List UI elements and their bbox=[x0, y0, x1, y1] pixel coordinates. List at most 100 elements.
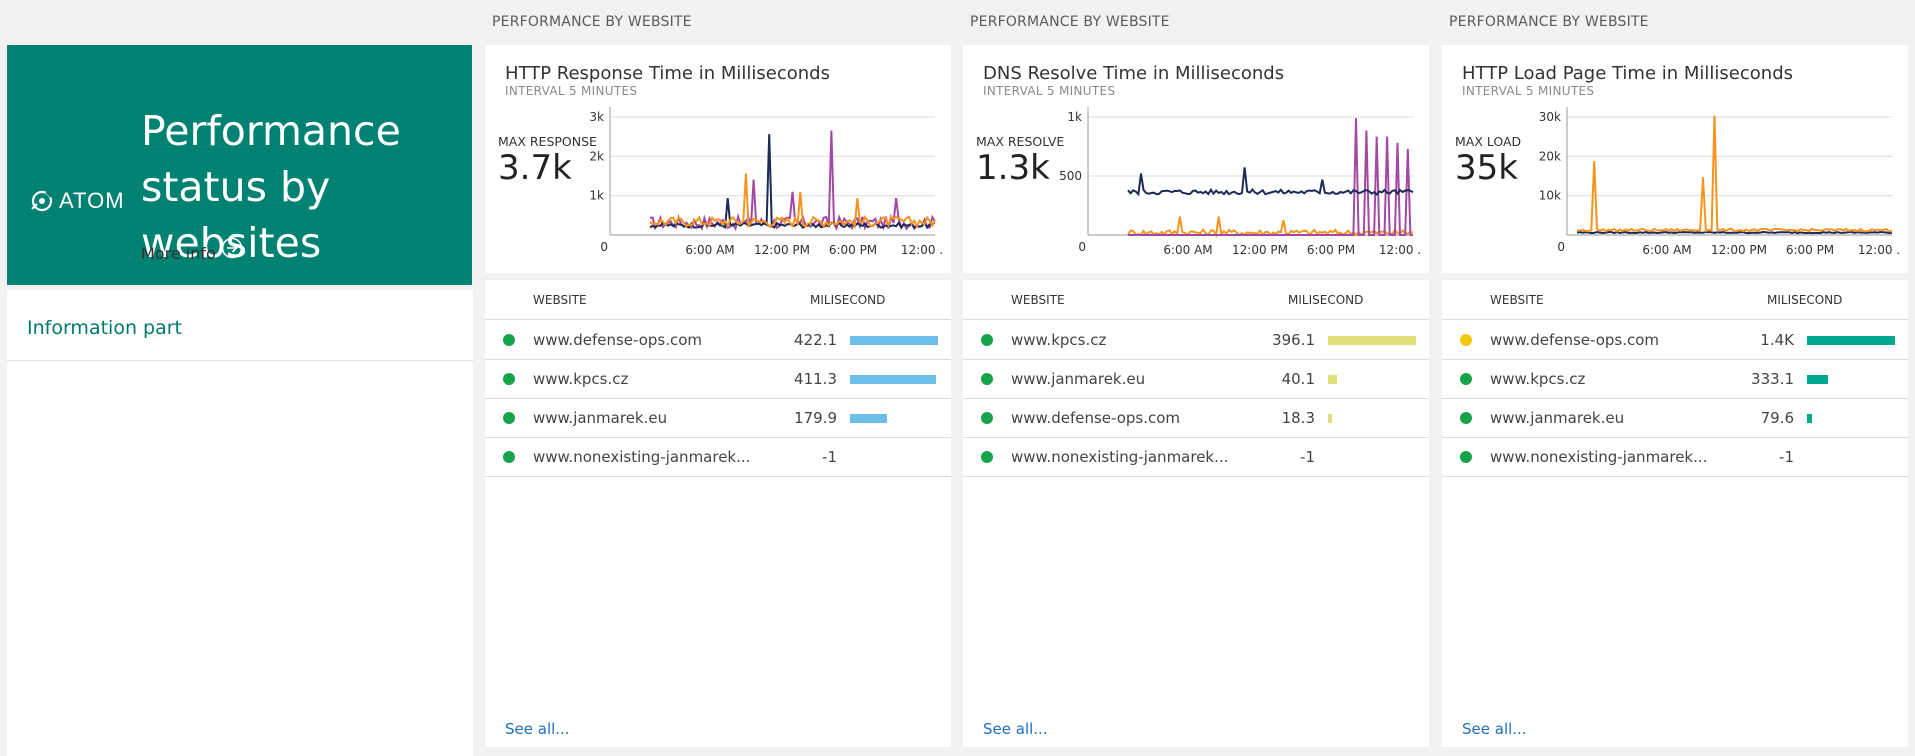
value-bar bbox=[1328, 336, 1416, 345]
series-line bbox=[649, 173, 936, 229]
list-item[interactable]: www.janmarek.eu 179.9 bbox=[485, 399, 951, 438]
chart-tile[interactable]: DNS Resolve Time in Milliseconds INTERVA… bbox=[963, 45, 1429, 273]
atom-logo: ATOM bbox=[29, 188, 125, 214]
series-line bbox=[1576, 115, 1893, 233]
website-name: www.janmarek.eu bbox=[1011, 370, 1146, 388]
list-item[interactable]: www.kpcs.cz 396.1 bbox=[963, 321, 1429, 360]
value-bar bbox=[1807, 375, 1828, 384]
website-list-tile: WEBSITE MILISECOND www.kpcs.cz 396.1 www.j… bbox=[963, 280, 1429, 747]
x-tick-label: 12:00 PM bbox=[1232, 243, 1288, 257]
see-all-link[interactable]: See all... bbox=[1462, 720, 1527, 738]
y-tick-label: 2k bbox=[589, 149, 604, 163]
website-name: www.janmarek.eu bbox=[1490, 409, 1625, 427]
website-name: www.defense-ops.com bbox=[533, 331, 703, 349]
chart-tile[interactable]: HTTP Load Page Time in Milliseconds INTE… bbox=[1442, 45, 1908, 273]
column-milisecond: MILISECOND bbox=[1288, 293, 1364, 307]
list-item[interactable]: www.kpcs.cz 411.3 bbox=[485, 360, 951, 399]
website-name: www.kpcs.cz bbox=[533, 370, 629, 388]
column-milisecond: MILISECOND bbox=[810, 293, 886, 307]
milisecond-value: 411.3 bbox=[794, 370, 837, 388]
list-header: WEBSITE MILISECOND bbox=[1442, 280, 1908, 320]
list-item[interactable]: www.nonexisting-janmarek... -1 bbox=[1442, 438, 1908, 477]
list-item[interactable]: www.janmarek.eu 40.1 bbox=[963, 360, 1429, 399]
chart-tile[interactable]: HTTP Response Time in Milliseconds INTER… bbox=[485, 45, 951, 273]
series-line bbox=[1576, 230, 1893, 235]
list-item[interactable]: www.defense-ops.com 1.4K bbox=[1442, 321, 1908, 360]
series-line bbox=[1127, 167, 1414, 197]
value-bar bbox=[850, 336, 938, 345]
series-line bbox=[1127, 216, 1414, 238]
value-bar bbox=[1807, 336, 1895, 345]
y-tick-label: 1k bbox=[1067, 110, 1082, 124]
y-tick-label: 500 bbox=[1059, 169, 1082, 183]
see-all-link[interactable]: See all... bbox=[505, 720, 570, 738]
section-label: PERFORMANCE BY WEBSITE bbox=[492, 14, 692, 30]
list-item[interactable]: www.defense-ops.com 18.3 bbox=[963, 399, 1429, 438]
more-info-link[interactable]: More info bbox=[141, 237, 243, 263]
metric-label: MAX LOAD bbox=[1455, 134, 1522, 149]
information-title[interactable]: Information part bbox=[27, 317, 182, 339]
series-line bbox=[1128, 118, 1413, 236]
chart-subtitle: INTERVAL 5 MINUTES bbox=[505, 84, 638, 98]
status-dot bbox=[1460, 451, 1472, 463]
website-list-tile: WEBSITE MILISECOND www.defense-ops.com 42… bbox=[485, 280, 951, 747]
status-dot bbox=[981, 451, 993, 463]
milisecond-value: 18.3 bbox=[1281, 409, 1315, 427]
y-tick-label: 30k bbox=[1539, 110, 1561, 124]
metric-value: 3.7k bbox=[498, 148, 572, 188]
metric-value: 1.3k bbox=[976, 148, 1050, 188]
website-name: www.nonexisting-janmarek... bbox=[1490, 448, 1708, 466]
status-dot bbox=[981, 412, 993, 424]
milisecond-value: 1.4K bbox=[1760, 331, 1794, 349]
status-dot bbox=[503, 334, 515, 346]
website-name: www.nonexisting-janmarek... bbox=[533, 448, 751, 466]
y-tick-label: 1k bbox=[589, 189, 604, 203]
x-tick-label: 12:00 . bbox=[901, 243, 943, 257]
list-item[interactable]: www.nonexisting-janmarek... -1 bbox=[485, 438, 951, 477]
hero-title: Performance status by websites bbox=[141, 107, 401, 267]
logo-text: ATOM bbox=[59, 188, 125, 213]
see-all-link[interactable]: See all... bbox=[983, 720, 1048, 738]
list-item[interactable]: www.nonexisting-janmarek... -1 bbox=[963, 438, 1429, 477]
list-item[interactable]: www.janmarek.eu 79.6 bbox=[1442, 399, 1908, 438]
line-chart: 0 1k 2k 3k 6:00 AM 12:00 PM 6:00 PM 12:00 . bbox=[589, 107, 943, 257]
column-milisecond: MILISECOND bbox=[1767, 293, 1843, 307]
metric-label: MAX RESPONSE bbox=[498, 134, 597, 149]
website-name: www.defense-ops.com bbox=[1011, 409, 1181, 427]
website-name: www.janmarek.eu bbox=[533, 409, 668, 427]
value-bar bbox=[1328, 414, 1333, 423]
milisecond-value: 333.1 bbox=[1751, 370, 1794, 388]
website-name: www.kpcs.cz bbox=[1490, 370, 1586, 388]
x-tick-label: 12:00 . bbox=[1379, 243, 1421, 257]
value-bar bbox=[850, 414, 888, 423]
x-tick-label: 6:00 AM bbox=[1163, 243, 1212, 257]
status-dot bbox=[981, 334, 993, 346]
x-tick-label: 6:00 PM bbox=[1307, 243, 1355, 257]
hero-tile[interactable]: ATOM Performance status by websites bbox=[7, 45, 472, 285]
x-tick-label: 12:00 PM bbox=[754, 243, 810, 257]
y-tick-label: 0 bbox=[1557, 240, 1565, 254]
chart-subtitle: INTERVAL 5 MINUTES bbox=[1462, 84, 1595, 98]
website-name: www.defense-ops.com bbox=[1490, 331, 1660, 349]
column-website: WEBSITE bbox=[533, 293, 587, 307]
section-label: PERFORMANCE BY WEBSITE bbox=[1449, 14, 1649, 30]
atom-logo-icon bbox=[31, 190, 53, 212]
website-list-tile: WEBSITE MILISECOND www.defense-ops.com 1.… bbox=[1442, 280, 1908, 747]
value-bar bbox=[1807, 414, 1813, 423]
milisecond-value: 396.1 bbox=[1272, 331, 1315, 349]
y-tick-label: 0 bbox=[600, 240, 608, 254]
x-tick-label: 6:00 PM bbox=[1786, 243, 1834, 257]
x-tick-label: 12:00 . bbox=[1858, 243, 1900, 257]
value-bar bbox=[1328, 375, 1337, 384]
list-item[interactable]: www.kpcs.cz 333.1 bbox=[1442, 360, 1908, 399]
information-panel: Information part bbox=[7, 290, 473, 756]
website-name: www.kpcs.cz bbox=[1011, 331, 1107, 349]
y-tick-label: 10k bbox=[1539, 189, 1561, 203]
divider bbox=[7, 360, 473, 361]
value-bar bbox=[850, 375, 936, 384]
list-item[interactable]: www.defense-ops.com 422.1 bbox=[485, 321, 951, 360]
chart-title: HTTP Response Time in Milliseconds bbox=[505, 63, 830, 84]
series-line bbox=[649, 134, 936, 230]
x-tick-label: 12:00 PM bbox=[1711, 243, 1767, 257]
